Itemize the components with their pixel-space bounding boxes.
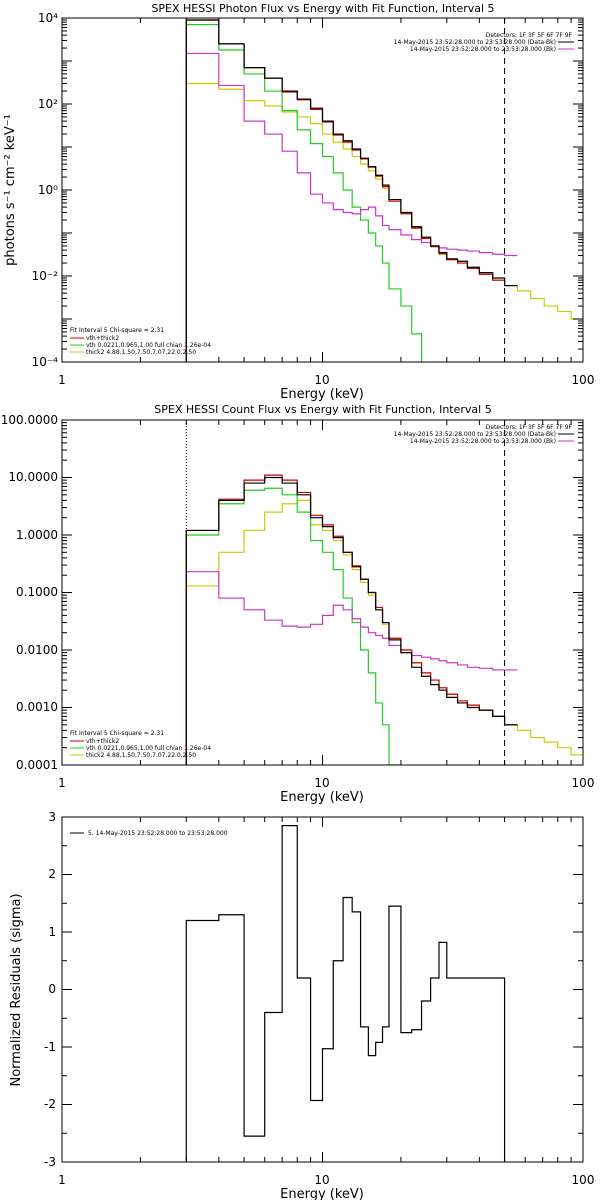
photon-flux-fit-thick2: thick2 4.88,1.50,7.50,7.07,22.0,2.50 (86, 349, 196, 356)
count-flux-series-vth (185, 487, 401, 765)
count-flux-y-ticks (62, 419, 583, 766)
photon-flux-ytick-1e-4: 10⁻⁴ (32, 355, 59, 369)
photon-flux-detectors: Detectors: 1F 3F 5F 6F 7F 9F (486, 32, 573, 39)
photon-flux-xtick-1: 1 (58, 373, 66, 387)
residuals-x-ticks (61, 817, 584, 1162)
photon-flux-header-data-bk: 14-May-2015 23:52:28.000 to 23:53:28.000… (394, 39, 556, 46)
count-flux-fit-thick2: thick2 4.88,1.50,7.50,7.07,22.0,2.50 (86, 752, 196, 759)
count-flux-x-ticks (61, 420, 584, 765)
photon-flux-ytick-1e0: 10⁰ (38, 183, 58, 197)
photon-flux-fit-total: vth+thick2 (86, 335, 119, 342)
count-flux-series-data-bk (185, 476, 518, 765)
count-flux-ytick-5: 10.0000 (8, 470, 58, 484)
count-flux-series-thick2 (185, 499, 583, 765)
residuals-ytick-m3: -3 (44, 1155, 56, 1169)
photon-flux-series-vth-thick2 (185, 19, 518, 362)
photon-flux-series-bk (185, 52, 518, 362)
photon-flux-series-thick2 (185, 82, 583, 362)
residuals-series-residuals (185, 825, 506, 1162)
count-flux-xtick-1: 1 (58, 776, 66, 790)
photon-flux-title: SPEX HESSI Photon Flux vs Energy with Fi… (151, 2, 494, 15)
residuals-ytick-m2: -2 (44, 1097, 56, 1111)
count-flux-header-data-bk: 14-May-2015 23:52:28.000 to 23:53:28.000… (394, 431, 556, 438)
residuals-xtick-10: 10 (314, 1173, 329, 1187)
count-flux-ytick-0: 0.0001 (16, 758, 58, 772)
residuals-xtick-1: 1 (58, 1173, 66, 1187)
count-flux-xtick-10: 10 (314, 776, 329, 790)
residuals-xlabel: Energy (keV) (280, 1187, 364, 1200)
photon-flux-y-ticks (62, 17, 583, 363)
residuals-ytick-1: 1 (48, 925, 56, 939)
count-flux-header-bk: 14-May-2015 23:52:28.000 to 23:53:28.000… (410, 438, 556, 445)
photon-flux-fit-interval: Fit Interval 5 Chi-square = 2.31 (70, 327, 164, 334)
residuals-panel: 5, 14-May-2015 23:52:28.000 to 23:53:28.… (9, 810, 594, 1200)
photon-flux-x-ticks (61, 18, 584, 362)
photon-flux-xtick-10: 10 (314, 373, 329, 387)
photon-flux-ytick-1e2: 10² (38, 97, 58, 111)
residuals-xtick-100: 100 (572, 1173, 595, 1187)
count-flux-xlabel: Energy (keV) (280, 790, 364, 805)
count-flux-ytick-3: 0.1000 (16, 585, 58, 599)
count-flux-ytick-2: 0.0100 (16, 643, 58, 657)
count-flux-fit-interval: Fit Interval 5 Chi-square = 2.31 (70, 730, 164, 737)
count-flux-detectors: Detectors: 1F 3F 5F 6F 7F 9F (486, 424, 573, 431)
residuals-y-ticks (62, 816, 583, 1163)
count-flux-ytick-6: 100.0000 (1, 413, 58, 427)
residuals-ylabel: Normalized Residuals (sigma) (9, 893, 24, 1086)
count-flux-panel: SPEX HESSI Count Flux vs Energy with Fit… (1, 403, 595, 805)
count-flux-title: SPEX HESSI Count Flux vs Energy with Fit… (154, 403, 491, 416)
count-flux-xtick-100: 100 (572, 776, 595, 790)
count-flux-fit-vth: vth 0.0221,0.965,1.00 full chian 1.26e-0… (86, 745, 211, 752)
residuals-legend-label: 5, 14-May-2015 23:52:28.000 to 23:53:28.… (88, 830, 228, 837)
count-flux-ytick-1: 0.0010 (16, 700, 58, 714)
photon-flux-panel: SPEX HESSI Photon Flux vs Energy with Fi… (3, 2, 594, 402)
photon-flux-xlabel: Energy (keV) (280, 387, 364, 402)
photon-flux-ytick-1e4: 10⁴ (38, 11, 58, 25)
residuals-ytick-0: 0 (48, 982, 56, 996)
count-flux-series-bk (185, 571, 518, 765)
residuals-ytick-m1: -1 (44, 1040, 56, 1054)
residuals-ytick-3: 3 (48, 810, 56, 824)
count-flux-ytick-4: 1.0000 (16, 528, 58, 542)
photon-flux-ytick-1e-2: 10⁻² (32, 269, 59, 283)
photon-flux-series-vth (185, 24, 423, 362)
residuals-ytick-2: 2 (48, 867, 56, 881)
photon-flux-header-bk: 14-May-2015 23:52:28.000 to 23:53:28.000… (410, 46, 556, 53)
count-flux-fit-total: vth+thick2 (86, 738, 119, 745)
photon-flux-series-data-bk (185, 19, 518, 362)
photon-flux-ylabel: photons s⁻¹ cm⁻² keV⁻¹ (3, 114, 18, 266)
photon-flux-xtick-100: 100 (572, 373, 595, 387)
photon-flux-fit-vth: vth 0.0221,0.965,1.00 full chian 1.26e-0… (86, 342, 211, 349)
